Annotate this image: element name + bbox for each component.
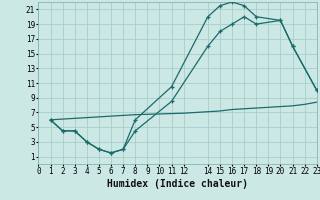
X-axis label: Humidex (Indice chaleur): Humidex (Indice chaleur) bbox=[107, 179, 248, 189]
